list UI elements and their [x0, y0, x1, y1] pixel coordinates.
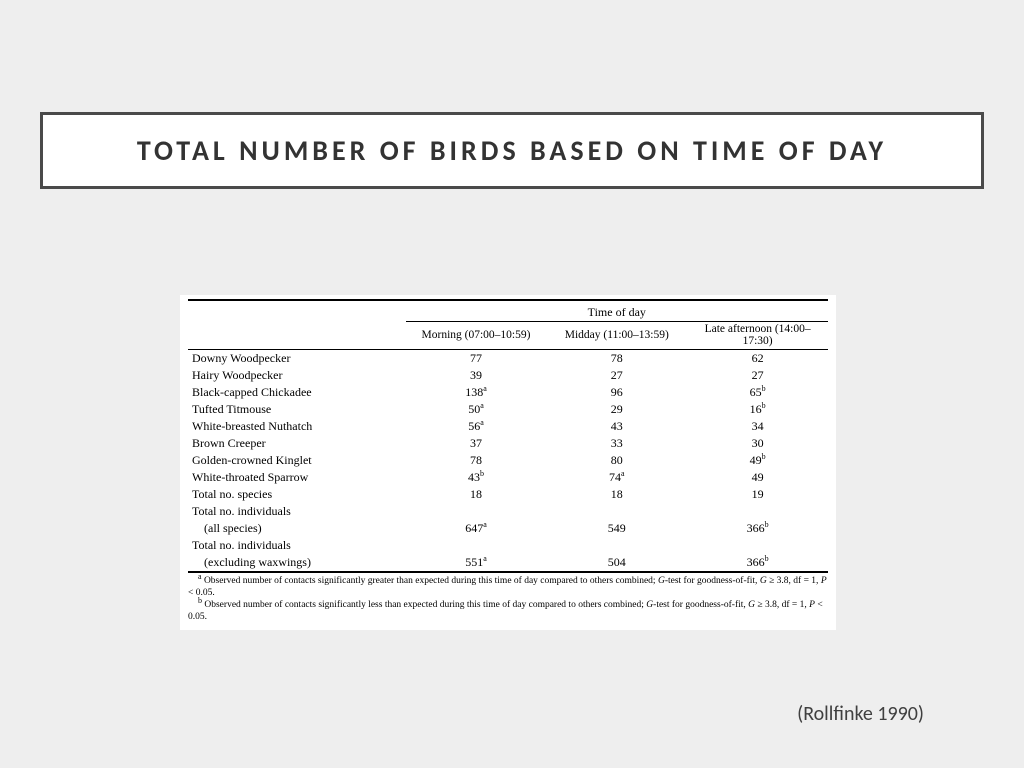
spanner-row: Time of day	[188, 303, 828, 322]
species-label: White-throated Sparrow	[188, 469, 406, 486]
col-midday: Midday (11:00–13:59)	[546, 322, 687, 350]
cell-value: 37	[406, 435, 547, 452]
table-row: White-throated Sparrow43b74a49	[188, 469, 828, 486]
species-label: Hairy Woodpecker	[188, 367, 406, 384]
cell-value: 39	[406, 367, 547, 384]
cell-value: 27	[546, 367, 687, 384]
col-afternoon: Late afternoon (14:00–17:30)	[687, 322, 828, 350]
cell-value: 96	[546, 384, 687, 401]
cell-value: 74a	[546, 469, 687, 486]
slide-title: TOTAL NUMBER OF BIRDS BASED ON TIME OF D…	[63, 133, 961, 168]
cell-value: 78	[406, 452, 547, 469]
bottom-rule	[188, 572, 828, 573]
citation: (Rollfinke 1990)	[797, 702, 924, 726]
cell-value: 19	[687, 486, 828, 503]
table-row: Total no. species181819	[188, 486, 828, 503]
species-label: Total no. individuals	[188, 537, 406, 554]
footnote-a: a Observed number of contacts significan…	[188, 576, 828, 600]
table-row: White-breasted Nuthatch56a4334	[188, 418, 828, 435]
cell-value: 78	[546, 350, 687, 368]
cell-value: 62	[687, 350, 828, 368]
cell-value: 138a	[406, 384, 547, 401]
cell-value: 30	[687, 435, 828, 452]
col-morning: Morning (07:00–10:59)	[406, 322, 547, 350]
data-table-panel: Time of day Morning (07:00–10:59) Midday…	[180, 295, 836, 630]
cell-value: 49	[687, 469, 828, 486]
species-label: Tufted Titmouse	[188, 401, 406, 418]
cell-value: 43	[546, 418, 687, 435]
species-label: Golden-crowned Kinglet	[188, 452, 406, 469]
table-row: Total no. individuals	[188, 537, 828, 554]
cell-value: 56a	[406, 418, 547, 435]
cell-value: 50a	[406, 401, 547, 418]
cell-value: 34	[687, 418, 828, 435]
footnotes: a Observed number of contacts significan…	[188, 576, 828, 624]
cell-value: 29	[546, 401, 687, 418]
table-row: Hairy Woodpecker392727	[188, 367, 828, 384]
cell-value: 77	[406, 350, 547, 368]
cell-value: 27	[687, 367, 828, 384]
species-sublabel: (excluding waxwings)	[188, 554, 406, 572]
table-row: Black-capped Chickadee138a9665b	[188, 384, 828, 401]
cell-value: 366b	[687, 554, 828, 572]
cell-value: 65b	[687, 384, 828, 401]
table-row: (excluding waxwings)551a504366b	[188, 554, 828, 572]
table-row: Golden-crowned Kinglet788049b	[188, 452, 828, 469]
cell-value: 549	[546, 520, 687, 537]
bird-counts-table: Time of day Morning (07:00–10:59) Midday…	[188, 303, 828, 572]
species-label: Black-capped Chickadee	[188, 384, 406, 401]
species-label: Total no. individuals	[188, 503, 406, 520]
cell-value: 49b	[687, 452, 828, 469]
species-sublabel: (all species)	[188, 520, 406, 537]
cell-value: 504	[546, 554, 687, 572]
cell-value: 647a	[406, 520, 547, 537]
cell-value: 16b	[687, 401, 828, 418]
cell-value: 18	[546, 486, 687, 503]
slide-title-box: TOTAL NUMBER OF BIRDS BASED ON TIME OF D…	[40, 112, 984, 189]
spanner-label: Time of day	[406, 303, 828, 322]
cell-value: 551a	[406, 554, 547, 572]
footnote-b: b Observed number of contacts significan…	[188, 600, 828, 624]
table-row: Total no. individuals	[188, 503, 828, 520]
table-body: Downy Woodpecker777862Hairy Woodpecker39…	[188, 350, 828, 572]
cell-value: 80	[546, 452, 687, 469]
column-header-row: Morning (07:00–10:59) Midday (11:00–13:5…	[188, 322, 828, 350]
cell-value: 43b	[406, 469, 547, 486]
top-double-rule	[188, 299, 828, 301]
species-label: White-breasted Nuthatch	[188, 418, 406, 435]
cell-value: 366b	[687, 520, 828, 537]
species-label: Total no. species	[188, 486, 406, 503]
table-row: Tufted Titmouse50a2916b	[188, 401, 828, 418]
species-label: Downy Woodpecker	[188, 350, 406, 368]
cell-value: 33	[546, 435, 687, 452]
cell-value: 18	[406, 486, 547, 503]
table-row: Brown Creeper373330	[188, 435, 828, 452]
table-row: (all species)647a549366b	[188, 520, 828, 537]
species-label: Brown Creeper	[188, 435, 406, 452]
table-row: Downy Woodpecker777862	[188, 350, 828, 368]
